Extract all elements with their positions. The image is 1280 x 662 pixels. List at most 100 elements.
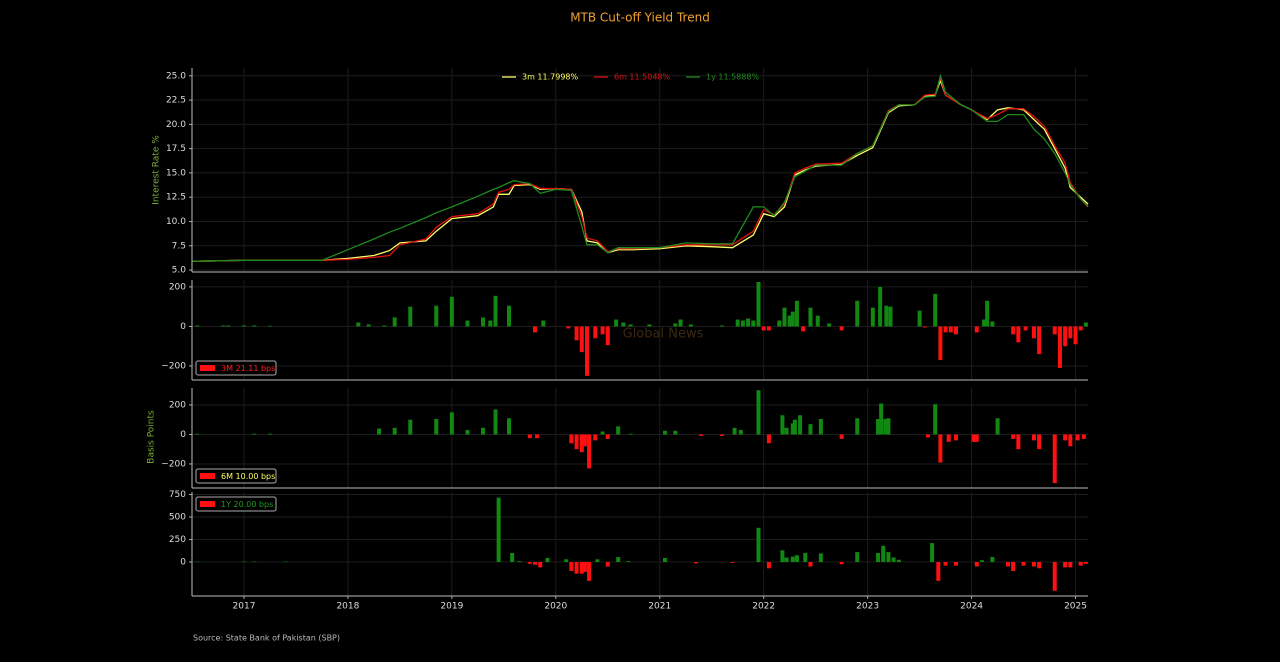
bar — [855, 552, 860, 562]
bar — [794, 300, 799, 327]
bar — [876, 418, 881, 435]
bar — [481, 427, 486, 435]
y-tick-label: 12.5 — [166, 193, 186, 203]
bar — [267, 325, 272, 327]
bar — [527, 561, 532, 564]
bar — [827, 323, 832, 327]
bar — [507, 305, 512, 327]
bar — [761, 326, 766, 331]
bar — [732, 427, 737, 435]
bar — [408, 306, 413, 327]
bar — [600, 326, 605, 335]
bar — [1011, 561, 1016, 571]
bar — [766, 434, 771, 444]
bar — [803, 552, 808, 562]
bar — [626, 561, 631, 562]
bar — [566, 326, 571, 329]
bar — [780, 415, 785, 435]
bar — [1068, 561, 1073, 568]
bar — [195, 325, 200, 327]
bar — [283, 561, 288, 563]
x-tick-label: 2020 — [544, 602, 567, 612]
bar — [527, 434, 532, 439]
bar — [891, 557, 896, 562]
bar — [782, 307, 787, 327]
y-tick-label: 200 — [169, 282, 186, 292]
bar — [533, 326, 538, 333]
bar — [1016, 326, 1021, 343]
bar — [579, 561, 584, 574]
bar — [938, 434, 943, 463]
bar — [195, 433, 200, 435]
y-tick-label: −200 — [161, 459, 186, 469]
bar — [241, 561, 246, 563]
y-tick-label: 22.5 — [166, 96, 186, 106]
bar — [628, 324, 633, 327]
bar — [195, 561, 200, 563]
y-tick-label: 10.0 — [166, 217, 186, 227]
watermark: Global News — [623, 327, 704, 342]
y-tick-label: 7.5 — [172, 241, 186, 251]
bar — [1068, 434, 1073, 447]
bar — [1052, 561, 1057, 591]
bar — [746, 318, 751, 327]
bar — [1083, 561, 1088, 564]
bar — [888, 306, 893, 327]
bar — [584, 326, 589, 376]
bar — [1052, 434, 1057, 484]
bar — [815, 315, 820, 327]
legend-label: 1Y 20.00 bps — [221, 500, 273, 509]
bar — [517, 561, 522, 562]
bar — [595, 559, 600, 562]
bar — [780, 550, 785, 562]
bar — [408, 419, 413, 435]
bar — [366, 324, 371, 327]
bar — [493, 409, 498, 435]
y-tick-label: 0 — [180, 322, 186, 332]
bar — [818, 553, 823, 562]
y-axis-label: Basis Points — [147, 410, 157, 464]
bar — [564, 559, 569, 562]
bar — [538, 561, 543, 568]
bar — [593, 326, 598, 339]
bar — [917, 310, 922, 327]
bar — [587, 434, 592, 469]
bar — [808, 307, 813, 327]
legend-swatch — [200, 365, 215, 371]
bar — [694, 561, 699, 564]
bar — [392, 427, 397, 435]
bar — [582, 434, 587, 447]
x-tick-label: 2025 — [1064, 602, 1087, 612]
x-tick-label: 2023 — [856, 602, 879, 612]
bar — [794, 555, 799, 562]
bar — [382, 325, 387, 327]
bar — [510, 552, 515, 562]
bar — [1057, 326, 1062, 368]
bar — [933, 404, 938, 435]
bar — [1083, 322, 1088, 327]
bar — [756, 390, 761, 435]
bar — [870, 307, 875, 327]
bar — [990, 557, 995, 562]
bar — [948, 326, 953, 333]
bar — [974, 561, 979, 567]
bar — [481, 317, 486, 327]
bar — [377, 428, 382, 435]
bar — [738, 430, 743, 435]
bar — [587, 561, 592, 581]
bar — [574, 326, 579, 341]
bar — [1016, 434, 1021, 450]
bar — [953, 561, 958, 566]
bar — [1073, 326, 1078, 345]
y-tick-label: 500 — [169, 513, 186, 523]
y-tick-label: 250 — [169, 535, 186, 545]
bar — [730, 561, 735, 563]
x-tick-label: 2024 — [960, 602, 983, 612]
bar — [971, 434, 976, 442]
bar — [507, 418, 512, 435]
y-tick-label: −200 — [161, 361, 186, 371]
bar — [535, 434, 540, 439]
bar — [777, 320, 782, 327]
bar — [628, 433, 633, 435]
bar — [790, 423, 795, 435]
